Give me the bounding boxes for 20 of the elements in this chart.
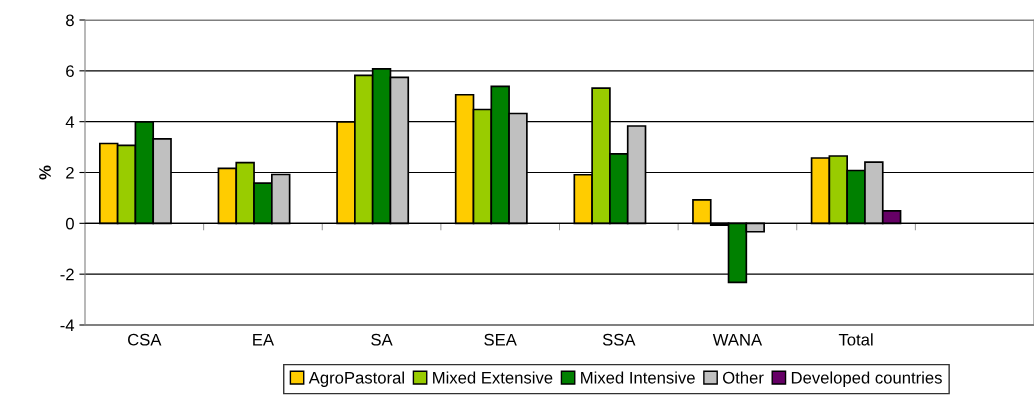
x-tick-label: SEA	[484, 333, 517, 346]
y-tick-label: -2	[60, 268, 74, 281]
legend-label: Mixed Extensive	[433, 371, 553, 384]
y-tick-label: 8	[66, 14, 74, 27]
y-tick-label: -4	[60, 319, 75, 332]
legend-label: Mixed Intensive	[581, 371, 695, 384]
legend-label: Developed countries	[791, 371, 942, 387]
x-tick-label: CSA	[128, 333, 162, 346]
y-tick-label: 4	[65, 116, 75, 128]
y-tick-label: 2	[66, 166, 74, 179]
x-tick-label: EA	[253, 333, 275, 346]
y-axis-title: %	[39, 165, 51, 180]
x-tick-label: SA	[371, 333, 393, 346]
x-tick-label: SSA	[602, 333, 636, 346]
y-tick-label: 6	[66, 65, 74, 78]
x-tick-label: Total	[838, 333, 873, 346]
x-tick-label: WANA	[712, 333, 763, 346]
y-tick-label: 0	[65, 217, 74, 230]
legend-label: Other	[722, 371, 764, 384]
legend-label: AgroPastoral	[308, 371, 404, 387]
